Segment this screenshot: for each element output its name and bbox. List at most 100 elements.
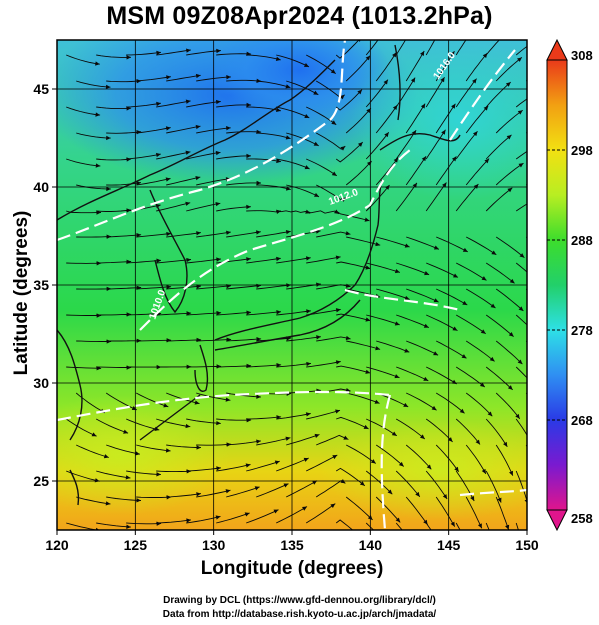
streamline-arrowhead [477,523,482,529]
streamline [196,231,231,238]
streamline [425,76,445,108]
streamline [66,314,102,316]
streamline [216,155,252,160]
streamline [405,155,427,186]
streamline-arrowhead [276,256,281,262]
streamline [495,444,514,476]
streamline-arrowhead [216,310,222,316]
streamline [186,515,221,524]
streamline [126,153,161,160]
streamline [186,258,221,264]
streamline [186,365,222,368]
streamline-arrowhead [421,156,427,162]
streamline [515,45,527,56]
streamline-arrowhead [439,25,443,30]
streamline [305,503,336,524]
streamline-arrowhead [383,79,388,85]
streamline-arrowhead [332,455,338,460]
streamline [515,98,527,108]
streamline [216,311,252,316]
streamline-arrowhead [216,364,222,369]
streamline-arrowhead [386,543,391,548]
coastlines [57,44,461,506]
streamline [515,314,527,326]
streamline [196,76,231,82]
streamline-arrowhead [394,321,400,326]
streamline-arrowhead [314,192,320,197]
streamline-arrowhead [340,197,346,202]
streamline [405,444,432,470]
streamline [226,182,262,186]
streamline [425,522,432,530]
streamline [286,283,321,290]
streamline [515,150,527,160]
streamline [335,519,354,530]
streamline [455,78,477,108]
streamline-arrowhead [462,300,468,306]
streamline [76,80,111,88]
streamline [335,467,366,487]
streamline-arrowhead [186,518,191,523]
streamline-arrowhead [226,126,231,131]
streamline [316,231,351,238]
streamline [346,340,381,350]
streamline [465,52,488,82]
streamline-arrowhead [517,359,523,365]
streamline [136,127,171,134]
streamline [365,79,389,108]
streamline-arrowhead [256,439,261,444]
streamline-arrowhead [196,445,202,450]
streamline [186,312,222,316]
streamline [126,51,162,56]
streamline-arrowhead [331,171,337,176]
streamline [485,522,490,530]
streamline-arrowhead [538,281,543,286]
streamline-arrowhead [392,105,398,111]
streamline-arrowhead [166,231,171,237]
streamline-arrowhead [340,479,346,484]
streamline-arrowhead [503,441,508,447]
coastline-ryukyu [139,394,201,441]
streamline [216,365,252,368]
streamline [135,392,169,408]
colorbar-tick-label: 278 [571,323,593,338]
streamline-arrowhead [461,354,467,359]
streamline [276,310,311,316]
streamline [246,54,281,61]
streamline-arrowhead [254,486,260,491]
streamline-arrowhead [395,517,401,523]
streamline-arrowhead [364,217,370,222]
streamline [455,366,486,388]
cool-region [350,40,527,200]
streamline-arrowhead [508,332,514,337]
streamline [276,506,308,524]
streamline [465,105,489,134]
streamline [345,108,372,134]
streamline-arrowhead [95,163,101,168]
streamline [276,457,309,472]
streamline [286,80,319,96]
streamline-arrowhead [215,201,221,207]
streamline [365,40,379,56]
streamline-arrowhead [479,382,485,388]
streamline [345,444,377,464]
streamline-arrowhead [451,103,456,109]
y-tick-label: 40 [33,179,49,195]
credit-line-1: Drawing by DCL (https://www.gfd-dennou.o… [163,595,436,606]
isobar-east-low [344,288,461,312]
streamline [256,184,291,190]
streamline [495,109,523,134]
streamline-arrowhead [404,295,410,300]
streamline [186,151,221,160]
streamline-arrowhead [195,73,201,79]
coastline-hokkaido [379,133,461,151]
streamline [335,141,364,163]
streamline-arrowhead [96,313,102,318]
streamline-arrowhead [305,412,311,417]
colorbar-ticks: 258 268 278 288 298 308 [547,48,593,526]
streamline-arrowhead [496,550,500,555]
colorbar-body [546,59,568,511]
streamline [406,288,439,303]
credit-line-2: Data from http://database.rish.kyoto-u.a… [162,609,437,620]
streamline-arrowhead [286,283,291,288]
